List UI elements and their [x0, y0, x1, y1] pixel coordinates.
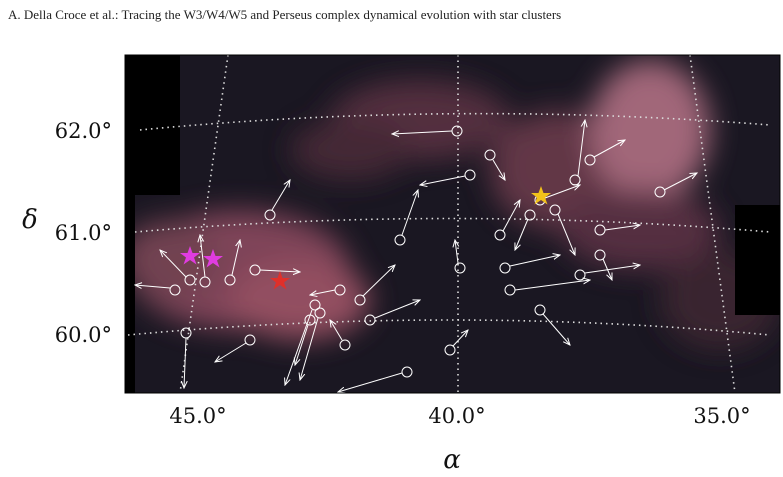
x-tick-label: 45.0° [169, 404, 226, 428]
y-tick-label: 62.0° [55, 119, 112, 143]
y-axis-label: δ [22, 205, 38, 235]
x-tick-label: 40.0° [428, 404, 485, 428]
y-tick-label: 61.0° [55, 221, 112, 245]
x-tick-label: 35.0° [693, 404, 750, 428]
x-axis-label: α [443, 445, 461, 475]
plot-frame [124, 54, 781, 394]
sky-image [125, 55, 780, 393]
running-title: A. Della Croce et al.: Tracing the W3/W4… [8, 7, 561, 22]
y-tick-label: 60.0° [55, 323, 112, 347]
cluster-markers [135, 120, 697, 392]
